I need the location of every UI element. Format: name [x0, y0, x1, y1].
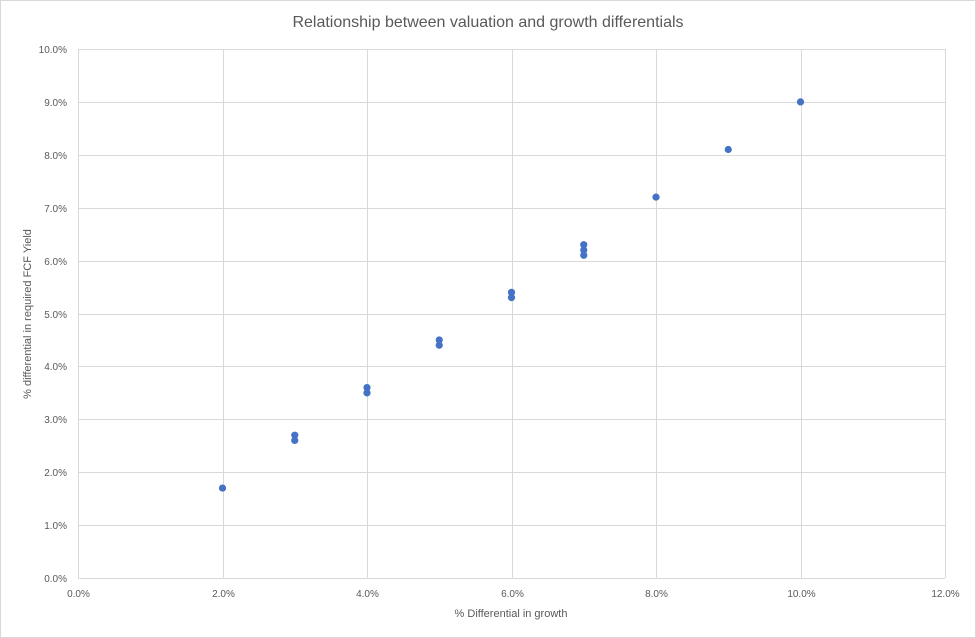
- y-tick-label: 10.0%: [39, 45, 67, 56]
- y-tick-label: 7.0%: [44, 204, 67, 215]
- data-point: [796, 98, 805, 106]
- data-point: [291, 431, 299, 439]
- y-tick-label: 0.0%: [44, 574, 67, 585]
- y-tick-label: 6.0%: [44, 257, 67, 268]
- data-point: [435, 341, 443, 349]
- y-tick-label: 3.0%: [44, 415, 67, 426]
- data-points: [218, 98, 805, 492]
- grid-lines: [78, 49, 946, 579]
- x-tick-label: 6.0%: [501, 589, 524, 600]
- chart-title: Relationship between valuation and growt…: [292, 14, 683, 31]
- x-tick-label: 2.0%: [212, 589, 235, 600]
- data-point: [652, 193, 660, 201]
- data-point: [507, 288, 516, 296]
- data-point: [435, 336, 443, 344]
- data-point: [580, 251, 588, 259]
- x-tick-label: 12.0%: [931, 589, 959, 600]
- x-axis-label: % Differential in growth: [455, 608, 568, 620]
- x-tick-label: 0.0%: [67, 589, 90, 600]
- data-point: [363, 389, 371, 397]
- y-tick-label: 2.0%: [44, 468, 67, 479]
- x-tick-label: 10.0%: [787, 589, 815, 600]
- y-axis-label: % differential in required FCF Yield: [22, 229, 34, 399]
- y-tick-label: 8.0%: [44, 151, 67, 162]
- tick-labels: 0.0% 1.0% 2.0% 3.0% 4.0% 5.0% 6.0% 7.0% 8.0% 9.0%…: [39, 45, 960, 600]
- data-point: [580, 246, 588, 254]
- x-tick-label: 8.0%: [645, 589, 668, 600]
- data-point: [580, 241, 588, 249]
- data-point: [218, 484, 227, 492]
- y-tick-label: 9.0%: [44, 98, 67, 109]
- data-point: [724, 145, 732, 154]
- data-point: [507, 294, 516, 302]
- y-tick-label: 1.0%: [44, 521, 67, 532]
- data-point: [291, 436, 299, 445]
- x-tick-label: 4.0%: [356, 589, 379, 600]
- y-tick-label: 5.0%: [44, 310, 67, 321]
- data-point: [363, 383, 371, 392]
- y-tick-label: 4.0%: [44, 362, 67, 373]
